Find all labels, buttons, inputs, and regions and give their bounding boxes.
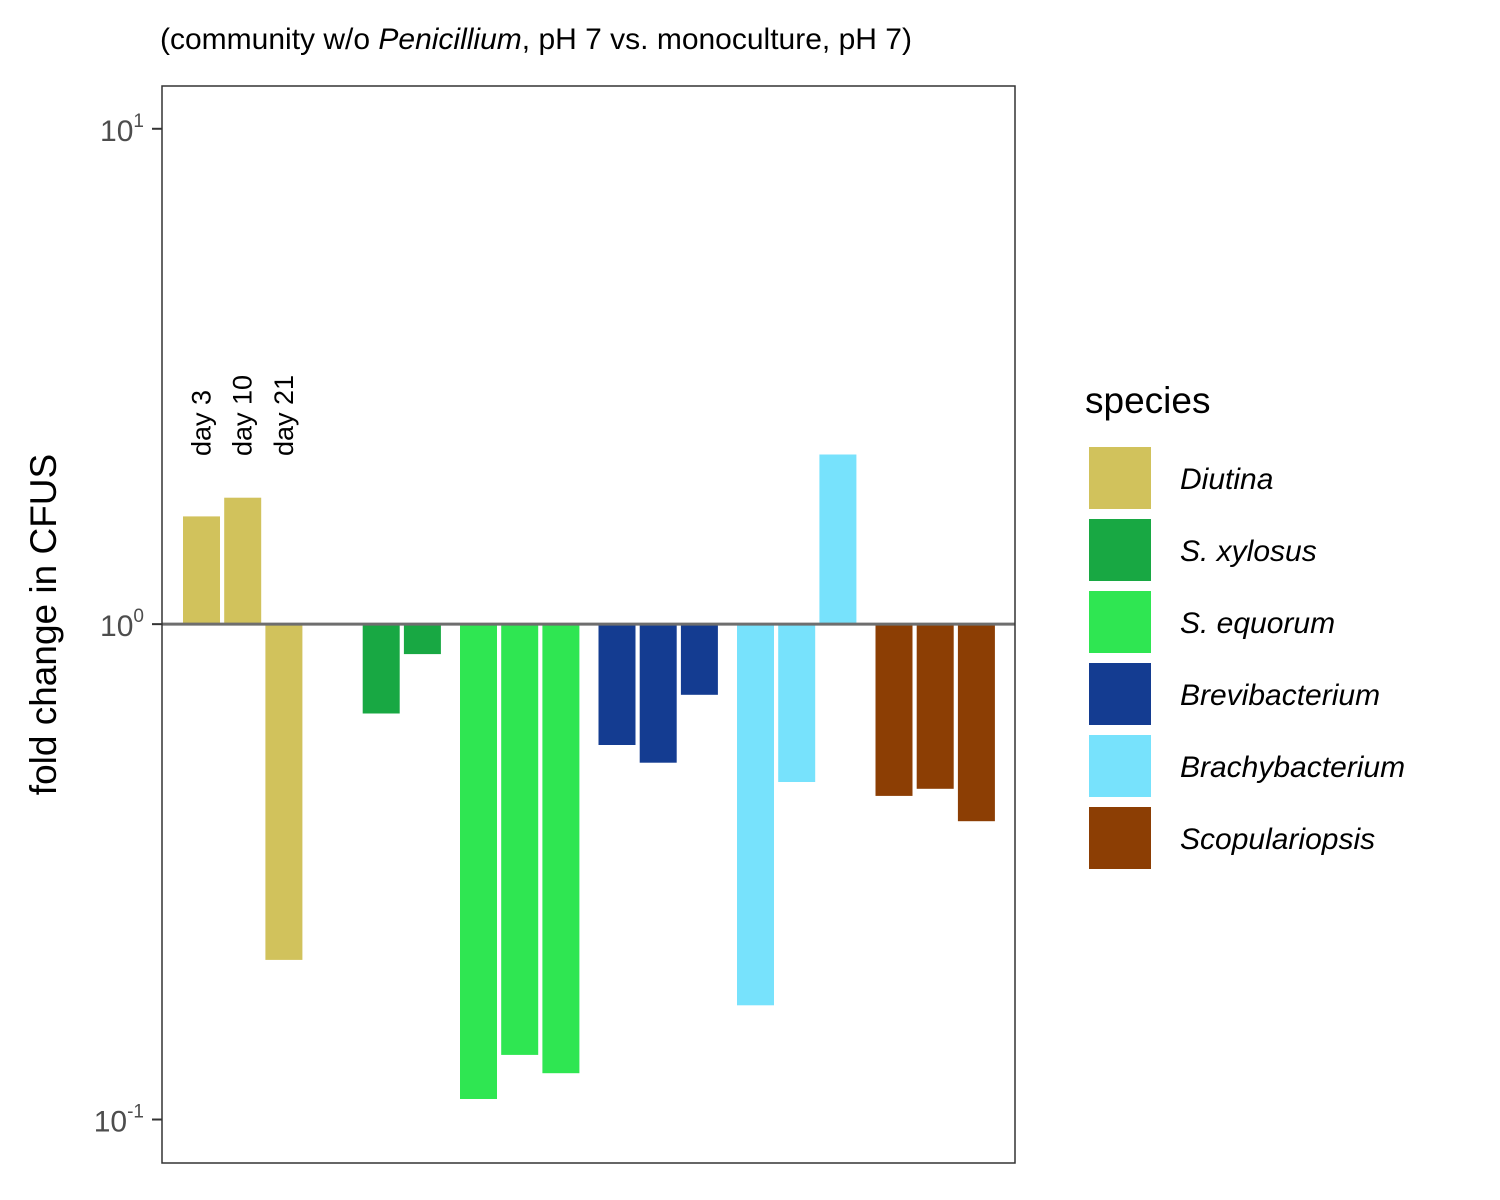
legend-swatch-s-xylosus: [1089, 519, 1151, 581]
legend-items: Diutina S. xylosus S. equorum Brevibacteriu…: [1089, 447, 1405, 869]
bar-brevibacterium-day-3: [598, 624, 636, 745]
legend-swatch-scopulariopsis: [1089, 807, 1151, 869]
bar-scopulariopsis-day-10: [916, 624, 954, 789]
chart-subtitle: (community w/o Penicillium, pH 7 vs. mon…: [160, 23, 912, 56]
bar-s-xylosus-day-21: [403, 624, 441, 655]
bar-s-equorum-day-3: [460, 624, 497, 1099]
subtitle-part: Penicillium: [378, 23, 521, 56]
legend-label-s-equorum: S. equorum: [1180, 607, 1335, 640]
bar-s-equorum-day-10: [501, 624, 539, 1055]
y-tick-label: 100: [100, 606, 144, 643]
bar-s-equorum-day-21: [542, 624, 580, 1074]
y-tick-label: 101: [100, 111, 144, 148]
timepoint-labels: day 3 day 10 day 21: [187, 375, 299, 456]
legend-label-brevibacterium: Brevibacterium: [1180, 679, 1380, 712]
legend-title: species: [1085, 380, 1210, 421]
bar-diutina-day-10: [224, 497, 262, 625]
legend-label-s-xylosus: S. xylosus: [1180, 535, 1317, 568]
legend-label-brachybacterium: Brachybacterium: [1180, 751, 1405, 784]
legend-swatch-brachybacterium: [1089, 735, 1151, 797]
subtitle-part: (community w/o: [160, 23, 378, 56]
bar-scopulariopsis-day-21: [957, 624, 995, 822]
legend-label-diutina: Diutina: [1180, 463, 1273, 496]
bars-group: [183, 454, 995, 1099]
timepoint-label-day-3: day 3: [187, 390, 217, 456]
bar-brachybacterium-day-21: [819, 454, 857, 625]
timepoint-label-day-21: day 21: [269, 375, 299, 456]
legend: species Diutina S. xylosus S. equorum Brevi…: [1085, 380, 1405, 869]
bar-brachybacterium-day-3: [737, 624, 774, 1006]
bar-brevibacterium-day-21: [680, 624, 718, 695]
bar-brachybacterium-day-10: [778, 624, 816, 782]
bar-brevibacterium-day-10: [639, 624, 677, 763]
subtitle-part: , pH 7 vs. monoculture, pH 7): [522, 23, 912, 56]
legend-label-scopulariopsis: Scopulariopsis: [1180, 823, 1375, 856]
y-axis: 10-1 100 101: [94, 111, 162, 1139]
timepoint-label-day-10: day 10: [228, 375, 258, 456]
legend-swatch-diutina: [1089, 447, 1151, 509]
y-tick-label: 10-1: [94, 1102, 144, 1139]
bar-scopulariopsis-day-3: [875, 624, 913, 796]
legend-swatch-brevibacterium: [1089, 663, 1151, 725]
bar-s-xylosus-day-10: [362, 624, 400, 714]
bar-diutina-day-3: [183, 516, 220, 625]
bar-diutina-day-21: [265, 624, 303, 960]
legend-swatch-s-equorum: [1089, 591, 1151, 653]
plot-area: [161, 85, 1016, 1164]
y-axis-title: fold change in CFUS: [23, 454, 64, 795]
